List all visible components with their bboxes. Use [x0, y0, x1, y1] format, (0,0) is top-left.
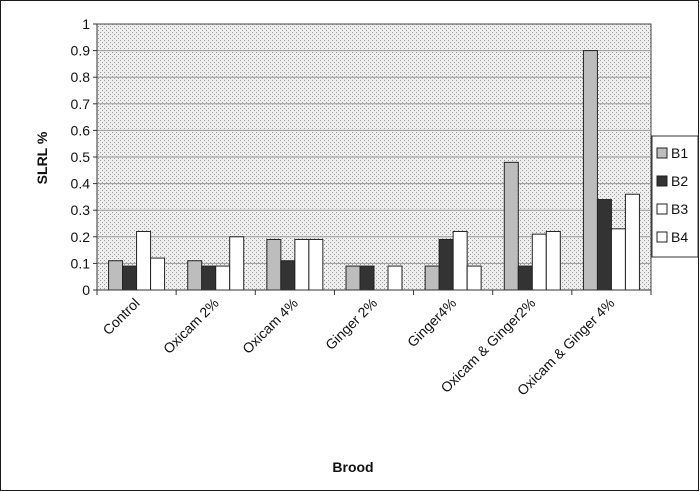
bar-b4	[308, 238, 324, 291]
x-tick-label: Ginger4%	[404, 295, 459, 350]
bar-b3	[215, 265, 231, 291]
y-axis-title: SLRL %	[34, 131, 50, 184]
x-tick-label: Oxicam 4%	[239, 295, 301, 357]
y-tick-label: 0.1	[71, 255, 91, 271]
bar-b2	[122, 265, 138, 291]
bar-b1	[187, 260, 203, 291]
bar-b4	[229, 236, 245, 291]
legend-swatch-b1	[656, 147, 668, 159]
x-axis: Control Oxicam 2% Oxicam 4% Ginger 2% Ginger…	[96, 289, 652, 399]
bar-b2	[201, 265, 217, 291]
legend-label-b2: B2	[671, 173, 688, 189]
bar-b2	[438, 238, 454, 291]
bar-b1	[582, 50, 598, 291]
bar-b1	[266, 238, 282, 291]
x-axis-title: Brood	[332, 459, 373, 475]
bar-b4	[545, 230, 561, 291]
y-tick-label: 0	[82, 282, 90, 298]
bar-b3	[294, 238, 310, 291]
bar-b1	[424, 265, 440, 291]
bar-b2	[280, 260, 296, 291]
bar-b1	[108, 260, 124, 291]
bar-b1	[345, 265, 361, 291]
bar-b3	[610, 228, 626, 291]
legend-label-b1: B1	[671, 145, 688, 161]
bar-b3	[136, 230, 152, 291]
y-tick-label: 0.9	[71, 43, 91, 59]
bar-b3	[452, 230, 468, 291]
y-tick-label: 0.7	[71, 96, 91, 112]
bar-b4	[387, 265, 403, 291]
x-tick-label: Oxicam 2%	[160, 295, 222, 357]
y-tick-label: 0.6	[71, 122, 91, 138]
y-tick-label: 0.4	[71, 176, 91, 192]
bar-b4	[624, 193, 640, 291]
bar-b2	[359, 265, 375, 291]
bar-b2	[517, 265, 533, 291]
legend-swatch-b3	[656, 203, 668, 215]
y-tick-label: 1	[82, 16, 90, 32]
x-tick-label: Control	[99, 295, 142, 338]
bar-b2	[596, 199, 612, 291]
gridlines	[97, 50, 651, 264]
bar-b4	[466, 265, 482, 291]
bar-b4	[150, 257, 166, 291]
legend-swatch-b4	[656, 231, 668, 243]
legend-label-b3: B3	[671, 201, 688, 217]
y-tick-label: 0.3	[71, 202, 91, 218]
y-tick-label: 0.8	[71, 69, 91, 85]
bar-b1	[503, 161, 519, 291]
legend: B1 B2 B3 B4	[651, 135, 699, 258]
y-tick-label: 0.5	[71, 149, 91, 165]
legend-swatch-b2	[656, 175, 668, 187]
legend-label-b4: B4	[671, 229, 688, 245]
y-axis: 0 0.1 0.2 0.3 0.4 0.5 0.6 0.7 0.8 0.9 1	[71, 16, 98, 298]
y-tick-label: 0.2	[71, 229, 91, 245]
bar-b3	[531, 233, 547, 291]
x-tick-label: Ginger 2%	[322, 295, 380, 353]
